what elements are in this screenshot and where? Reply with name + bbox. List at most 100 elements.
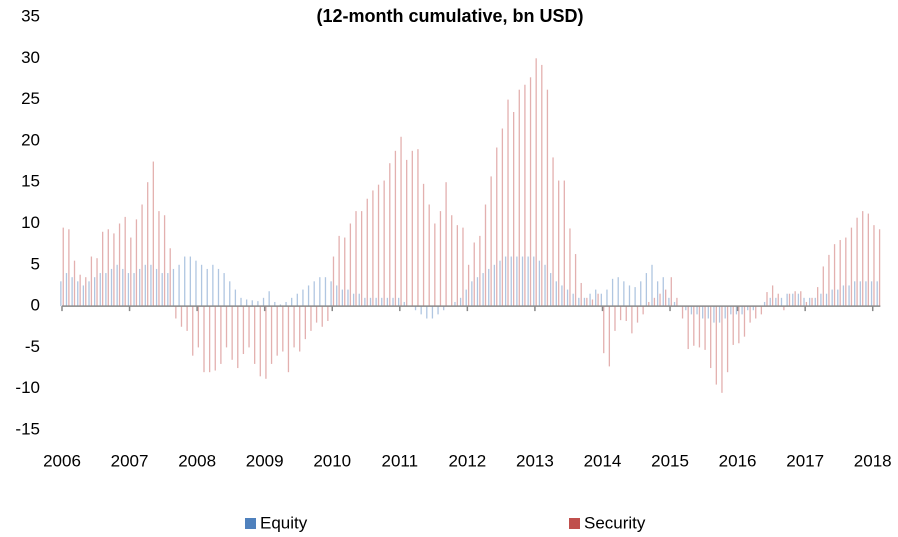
bar — [837, 289, 839, 307]
bar — [828, 254, 830, 307]
bar — [459, 297, 462, 307]
bar — [479, 235, 481, 307]
bar — [372, 190, 374, 307]
bar — [152, 161, 154, 307]
y-tick-label: 25 — [21, 89, 40, 108]
bar — [212, 264, 214, 307]
bar — [150, 264, 152, 307]
bar — [422, 183, 425, 307]
bar — [595, 289, 597, 307]
y-tick-label: 15 — [21, 172, 40, 191]
bar — [471, 281, 473, 307]
bar — [381, 297, 383, 307]
bar — [574, 254, 577, 307]
bar — [676, 297, 678, 307]
bar — [490, 176, 492, 307]
bar — [229, 281, 231, 307]
legend-label: Equity — [260, 513, 308, 532]
bar — [85, 277, 87, 307]
bar — [555, 281, 557, 307]
bar — [315, 306, 318, 323]
bar — [631, 306, 633, 334]
bar — [332, 256, 335, 307]
bar — [366, 198, 368, 307]
bar — [443, 306, 445, 311]
bar — [642, 306, 644, 315]
bar — [473, 242, 475, 307]
bar — [482, 273, 484, 307]
bar — [873, 225, 875, 307]
bar — [510, 256, 512, 307]
bar — [743, 306, 746, 337]
bar — [645, 273, 648, 307]
bar — [600, 293, 602, 307]
bar — [752, 306, 754, 311]
bar — [400, 136, 402, 307]
y-tick-label: -5 — [25, 337, 40, 356]
bar — [786, 293, 788, 307]
bar — [118, 223, 121, 307]
bar — [504, 256, 507, 307]
y-tick-label: 5 — [31, 254, 40, 273]
bar — [124, 216, 126, 307]
bar — [589, 293, 591, 307]
bar — [718, 306, 721, 323]
bar — [383, 180, 385, 307]
bar — [749, 306, 751, 323]
bar — [794, 291, 796, 307]
x-tick-label: 2018 — [854, 451, 892, 470]
bar — [518, 89, 520, 307]
bar — [501, 128, 504, 307]
legend-label: Security — [584, 513, 646, 532]
bar — [591, 299, 594, 307]
bar — [200, 264, 203, 307]
bar — [698, 306, 701, 348]
y-tick-label: 30 — [21, 48, 40, 67]
bar — [437, 306, 439, 315]
bar — [704, 306, 706, 350]
bar — [99, 273, 101, 307]
bar — [237, 306, 239, 369]
bar — [231, 306, 233, 360]
bar — [687, 306, 689, 350]
bar — [845, 237, 847, 307]
y-tick-label: 10 — [21, 213, 40, 232]
bar — [732, 306, 734, 345]
bar — [364, 297, 366, 307]
bar — [175, 306, 177, 319]
bar — [220, 306, 222, 364]
x-tick-label: 2012 — [448, 451, 486, 470]
bar — [189, 256, 191, 307]
bar — [178, 264, 180, 307]
bar — [240, 297, 242, 307]
bar — [358, 293, 360, 307]
bar — [392, 297, 394, 307]
bar — [302, 289, 304, 307]
bar — [710, 306, 712, 369]
bar — [862, 211, 864, 307]
bar — [572, 293, 574, 307]
bar — [321, 306, 323, 327]
bar — [726, 306, 729, 373]
bar — [167, 273, 169, 307]
bar — [735, 306, 738, 315]
bar — [341, 289, 343, 307]
bar — [662, 277, 664, 307]
bar — [172, 268, 175, 307]
bar — [771, 285, 774, 307]
bar — [521, 256, 524, 307]
bar — [426, 306, 428, 319]
bar — [839, 240, 841, 307]
bar — [203, 306, 205, 373]
bar — [842, 285, 845, 307]
bar — [636, 306, 639, 323]
bar — [169, 248, 171, 307]
bar — [777, 293, 779, 307]
bar — [355, 211, 357, 307]
bar — [116, 264, 118, 307]
bar — [659, 293, 661, 307]
bar — [310, 306, 312, 331]
bar — [825, 293, 828, 307]
bar — [291, 297, 293, 307]
bar — [299, 306, 301, 352]
